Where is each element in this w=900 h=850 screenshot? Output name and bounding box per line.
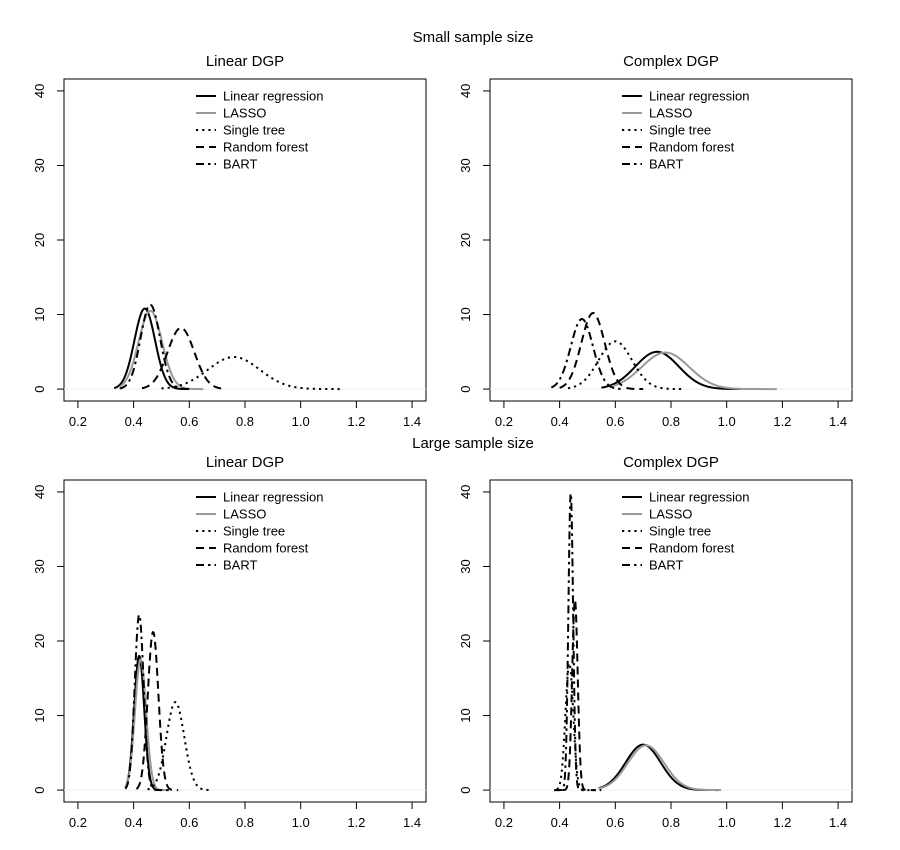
legend-label: Single tree xyxy=(223,123,285,138)
x-tick-label: 0.8 xyxy=(662,815,680,830)
x-tick-label: 1.4 xyxy=(829,414,847,429)
y-tick-label: 30 xyxy=(458,158,473,172)
y-tick-label: 30 xyxy=(458,559,473,573)
legend-label: Linear regression xyxy=(649,490,749,505)
legend-label: BART xyxy=(649,157,683,172)
legend-label: Single tree xyxy=(223,524,285,539)
x-tick-label: 1.2 xyxy=(347,414,365,429)
series-line-single-tree xyxy=(556,662,603,792)
y-tick-label: 20 xyxy=(458,233,473,247)
legend-label: LASSO xyxy=(223,106,266,121)
y-tick-label: 20 xyxy=(458,634,473,648)
legend-label: Random forest xyxy=(223,140,309,155)
legend-label: Random forest xyxy=(649,140,735,155)
x-tick-label: 0.6 xyxy=(606,815,624,830)
legend-label: Single tree xyxy=(649,123,711,138)
y-tick-label: 10 xyxy=(458,708,473,722)
x-tick-label: 1.0 xyxy=(718,815,736,830)
x-tick-label: 0.8 xyxy=(662,414,680,429)
x-tick-label: 1.0 xyxy=(718,414,736,429)
panel-title: Linear DGP xyxy=(206,454,284,471)
x-tick-label: 0.8 xyxy=(236,815,254,830)
legend-label: LASSO xyxy=(649,507,692,522)
x-tick-label: 0.2 xyxy=(495,414,513,429)
chart-panel-2: Complex DGP 0.2 0.4 0.6 0.8 1.0 1.2 1.4 0 10 20 30 4… xyxy=(458,53,853,429)
legend-label: Linear regression xyxy=(223,490,323,505)
x-tick-label: 0.2 xyxy=(69,815,87,830)
series-line-bart xyxy=(553,492,589,792)
y-tick-label: 40 xyxy=(32,485,47,499)
x-tick-label: 0.4 xyxy=(125,815,143,830)
y-tick-label: 0 xyxy=(32,385,47,392)
section-title-small: Small sample size xyxy=(413,29,534,46)
series-line-lasso xyxy=(119,309,204,391)
series-line-single-tree xyxy=(161,356,340,391)
x-tick-label: 1.4 xyxy=(829,815,847,830)
x-tick-label: 1.4 xyxy=(403,414,421,429)
series-line-single-tree xyxy=(146,701,210,791)
series-line-lasso xyxy=(598,744,722,792)
legend-label: LASSO xyxy=(649,106,692,121)
legend-label: BART xyxy=(649,558,683,573)
chart-panel-1: Linear DGP 0.2 0.4 0.6 0.8 1.0 1.2 1.4 0 10 20 30 40… xyxy=(32,53,427,429)
legend-label: Linear regression xyxy=(223,89,323,104)
x-tick-label: 0.4 xyxy=(551,414,569,429)
y-tick-label: 0 xyxy=(458,385,473,392)
y-tick-label: 30 xyxy=(32,559,47,573)
series-line-single-tree xyxy=(567,340,686,391)
legend-label: Random forest xyxy=(223,541,309,556)
series-line-random-forest xyxy=(135,631,179,792)
series-line-bart xyxy=(124,613,171,792)
legend-label: BART xyxy=(223,558,257,573)
series-line-random-forest xyxy=(141,326,224,390)
x-tick-label: 1.0 xyxy=(292,815,310,830)
section-title-large: Large sample size xyxy=(412,435,534,452)
y-tick-label: 0 xyxy=(458,786,473,793)
x-tick-label: 1.4 xyxy=(403,815,421,830)
x-tick-label: 1.2 xyxy=(773,815,791,830)
series-line-bart xyxy=(550,318,622,390)
x-tick-label: 0.4 xyxy=(551,815,569,830)
y-tick-label: 10 xyxy=(458,307,473,321)
panel-title: Complex DGP xyxy=(623,53,719,70)
series-line-lasso xyxy=(609,351,777,391)
legend-label: BART xyxy=(223,157,257,172)
y-tick-label: 20 xyxy=(32,634,47,648)
x-tick-label: 0.6 xyxy=(606,414,624,429)
x-tick-label: 0.6 xyxy=(180,414,198,429)
chart-panel-4: Complex DGP 0.2 0.4 0.6 0.8 1.0 1.2 1.4 0 10 20 30 4… xyxy=(458,454,853,830)
legend-label: Linear regression xyxy=(649,89,749,104)
x-tick-label: 0.4 xyxy=(125,414,143,429)
x-tick-label: 0.2 xyxy=(69,414,87,429)
x-tick-label: 1.0 xyxy=(292,414,310,429)
y-tick-label: 30 xyxy=(32,158,47,172)
x-tick-label: 1.2 xyxy=(347,815,365,830)
x-tick-label: 0.6 xyxy=(180,815,198,830)
chart-panel-3: Linear DGP 0.2 0.4 0.6 0.8 1.0 1.2 1.4 0 10 20 30 40… xyxy=(32,454,427,830)
y-tick-label: 10 xyxy=(32,708,47,722)
y-tick-label: 20 xyxy=(32,233,47,247)
y-tick-label: 10 xyxy=(32,307,47,321)
legend-label: LASSO xyxy=(223,507,266,522)
x-tick-label: 1.2 xyxy=(773,414,791,429)
panel-title: Complex DGP xyxy=(623,454,719,471)
y-tick-label: 0 xyxy=(32,786,47,793)
legend-label: Random forest xyxy=(649,541,735,556)
series-line-linear-regression xyxy=(598,743,719,792)
y-tick-label: 40 xyxy=(458,84,473,98)
series-line-random-forest xyxy=(559,312,644,391)
series-line-linear-regression xyxy=(113,307,190,391)
y-tick-label: 40 xyxy=(458,485,473,499)
legend-label: Single tree xyxy=(649,524,711,539)
series-line-linear-regression xyxy=(601,350,741,391)
y-tick-label: 40 xyxy=(32,84,47,98)
x-tick-label: 0.2 xyxy=(495,815,513,830)
x-tick-label: 0.8 xyxy=(236,414,254,429)
panel-title: Linear DGP xyxy=(206,53,284,70)
